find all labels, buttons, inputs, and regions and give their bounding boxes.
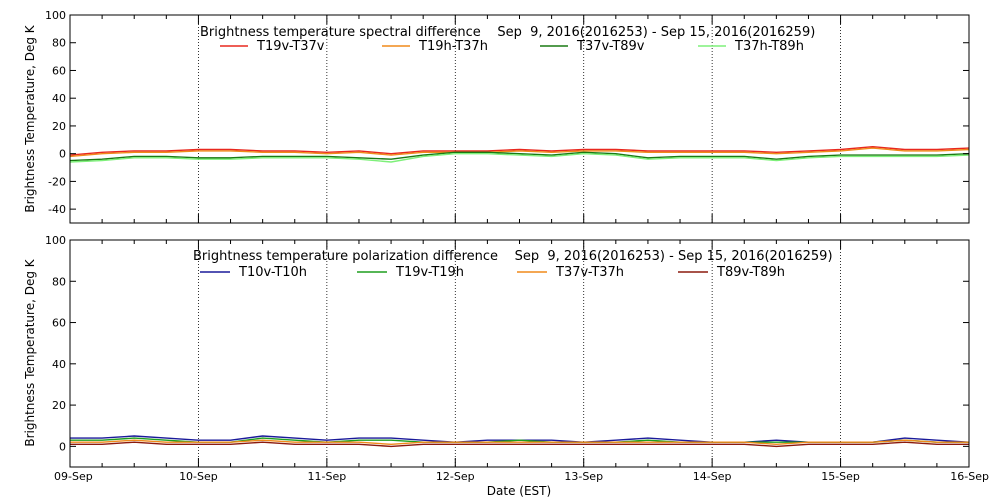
top-panel-legend: T19v-T37v T19h-T37h T37v-T89v T37h-T89h bbox=[220, 39, 804, 54]
bottom-y-tick-label: 80 bbox=[52, 275, 66, 288]
x-axis-tick-labels: 09-Sep 10-Sep 11-Sep 12-Sep 13-Sep 14-Sep 15-S… bbox=[54, 470, 989, 483]
bottom-legend-label-4: T89v-T89h bbox=[716, 265, 785, 280]
top-y-tick-label: 20 bbox=[52, 120, 66, 133]
bottom-panel-y-axis-label: Brightness Temperature, Deg K bbox=[23, 258, 37, 446]
bottom-panel: 0 20 40 60 80 100 Brightness Temperature, Deg… bbox=[23, 234, 970, 468]
bottom-legend-label-3: T37v-T37h bbox=[555, 265, 624, 280]
top-y-tick-label: 80 bbox=[52, 37, 66, 50]
top-legend-label-1: T19v-T37v bbox=[256, 39, 325, 54]
bottom-legend-label-1: T10v-T10h bbox=[238, 265, 307, 280]
bottom-y-tick-label: 60 bbox=[52, 317, 66, 330]
bottom-legend-label-2: T19v-T19h bbox=[395, 265, 464, 280]
x-tick-label: 11-Sep bbox=[308, 470, 347, 483]
top-panel-y-ticks: -40 -20 0 20 40 60 80 100 bbox=[45, 9, 969, 216]
bottom-panel-title: Brightness temperature polarization diff… bbox=[193, 249, 833, 264]
top-panel-series bbox=[69, 145, 970, 163]
x-tick-label: 14-Sep bbox=[693, 470, 732, 483]
top-legend-label-3: T37v-T89v bbox=[576, 39, 645, 54]
bottom-panel-grid bbox=[198, 240, 841, 467]
top-y-tick-label: 60 bbox=[52, 64, 66, 77]
top-series-line-3 bbox=[69, 151, 970, 162]
x-axis-label: Date (EST) bbox=[487, 484, 551, 498]
top-y-tick-label: -20 bbox=[48, 175, 66, 188]
x-tick-label: 09-Sep bbox=[54, 470, 93, 483]
top-y-tick-label: 40 bbox=[52, 92, 66, 105]
top-panel: -40 -20 0 20 40 60 80 100 Brightness Temperatur… bbox=[23, 9, 970, 224]
top-y-tick-label: 0 bbox=[59, 148, 66, 161]
top-series-line-1 bbox=[69, 145, 970, 156]
bottom-panel-legend: T10v-T10h T19v-T19h T37v-T37h T89v-T89h bbox=[200, 265, 785, 280]
x-tick-label: 15-Sep bbox=[821, 470, 860, 483]
x-tick-label: 10-Sep bbox=[179, 470, 218, 483]
x-tick-label: 12-Sep bbox=[436, 470, 475, 483]
bottom-series-line-4 bbox=[70, 441, 969, 448]
x-tick-label: 13-Sep bbox=[564, 470, 603, 483]
top-legend-label-2: T19h-T37h bbox=[418, 39, 488, 54]
x-tick-label: 16-Sep bbox=[950, 470, 989, 483]
bottom-panel-y-ticks: 0 20 40 60 80 100 bbox=[45, 234, 969, 453]
top-series-line-4 bbox=[69, 152, 970, 163]
bottom-y-tick-label: 40 bbox=[52, 358, 66, 371]
bottom-y-tick-label: 20 bbox=[52, 399, 66, 412]
bottom-panel-x-ticks bbox=[69, 240, 970, 467]
top-legend-label-4: T37h-T89h bbox=[734, 39, 804, 54]
top-panel-x-ticks bbox=[69, 15, 970, 223]
bottom-y-tick-label: 0 bbox=[59, 440, 66, 453]
top-panel-y-axis-label: Brightness Temperature, Deg K bbox=[23, 24, 37, 212]
bottom-y-tick-label: 100 bbox=[45, 234, 66, 247]
bottom-panel-series bbox=[70, 435, 970, 448]
top-y-tick-label: -40 bbox=[48, 203, 66, 216]
top-series-line-2 bbox=[69, 147, 970, 158]
top-y-tick-label: 100 bbox=[45, 9, 66, 22]
top-panel-title: Brightness temperature spectral differen… bbox=[200, 25, 815, 40]
bottom-series-line-3 bbox=[70, 439, 969, 445]
